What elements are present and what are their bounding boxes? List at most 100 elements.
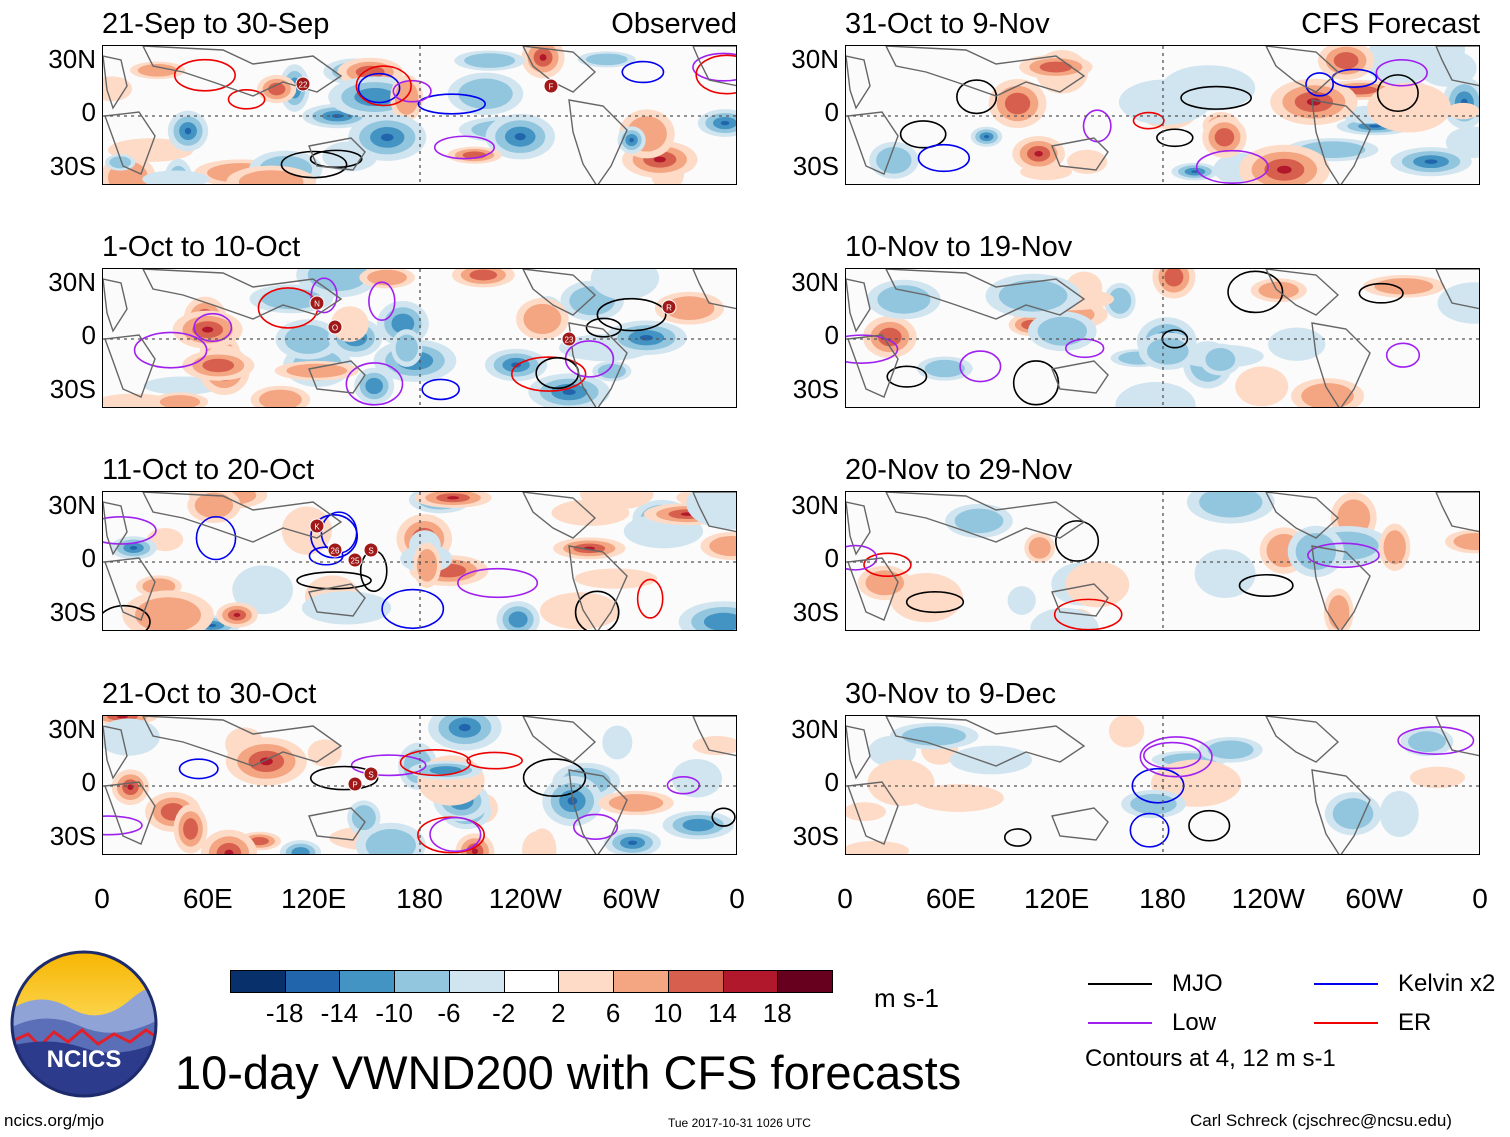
panel-title: 11-Oct to 20-Oct: [102, 454, 315, 486]
positive-anomaly: [1333, 52, 1359, 70]
contour: [309, 149, 363, 169]
negative-anomaly: [1199, 492, 1263, 518]
positive-anomaly: [249, 836, 269, 846]
positive-anomaly: [1301, 383, 1354, 407]
storm-marker: K: [309, 518, 325, 534]
positive-anomaly: [137, 64, 178, 77]
legend-swatch: [1314, 983, 1378, 985]
positive-anomaly: [1235, 366, 1289, 407]
contour: [308, 546, 344, 566]
coastline: [1311, 545, 1371, 630]
coastline: [885, 46, 1086, 97]
coastline: [847, 111, 899, 175]
negative-anomaly: [184, 127, 192, 135]
map-panel: [845, 491, 1480, 631]
contour: [585, 317, 623, 338]
storm-marker: N: [309, 295, 325, 311]
map-panel: 23 R N O: [102, 268, 737, 408]
coastline: [847, 334, 899, 398]
contour: [309, 765, 379, 791]
coastline: [142, 269, 343, 320]
contour: [1003, 828, 1032, 847]
negative-anomaly: [331, 114, 344, 118]
positive-anomaly: [522, 830, 555, 854]
contour: [195, 515, 237, 561]
contour: [296, 571, 372, 590]
coastline: [142, 492, 343, 543]
negative-anomaly: [1379, 790, 1419, 837]
y-axis-label: 30S: [792, 374, 839, 404]
coastline: [846, 278, 871, 333]
legend-label: MJO: [1172, 970, 1223, 997]
coastline: [568, 322, 628, 407]
panel-title: 10-Nov to 19-Nov: [845, 231, 1073, 263]
negative-anomaly: [301, 591, 392, 625]
negative-anomaly: [109, 156, 132, 169]
positive-anomaly: [1306, 98, 1321, 106]
negative-anomaly: [602, 725, 633, 760]
coastline: [568, 545, 628, 630]
positive-anomaly: [224, 849, 234, 854]
positive-anomaly: [103, 76, 133, 102]
contour: [421, 378, 460, 401]
x-axis-label: 120E: [280, 883, 347, 914]
coastline: [522, 46, 597, 93]
x-axis-label: 120E: [1023, 883, 1090, 914]
negative-anomaly: [1363, 46, 1435, 85]
negative-anomaly: [1194, 549, 1256, 599]
y-axis-label: 30N: [791, 490, 839, 520]
contour: [1139, 736, 1213, 778]
negative-anomaly: [1161, 65, 1256, 111]
negative-anomaly: [924, 359, 965, 378]
contour: [666, 776, 701, 795]
storm-marker: S: [363, 766, 379, 782]
x-axis-label: 60W: [602, 883, 660, 914]
y-axis-label: 0: [81, 767, 96, 797]
x-axis-label: 120W: [488, 883, 562, 914]
coastline: [568, 99, 628, 184]
y-axis-label: 0: [824, 320, 839, 350]
panel-title: 20-Nov to 29-Nov: [845, 454, 1073, 486]
storm-label: K: [314, 523, 320, 532]
negative-anomaly: [671, 759, 722, 798]
negative-anomaly: [1007, 586, 1036, 615]
positive-anomaly: [1214, 128, 1235, 147]
storm-marker: P: [347, 776, 363, 792]
positive-anomaly: [1108, 716, 1145, 748]
contour: [695, 54, 736, 95]
y-axis-label: 30S: [792, 597, 839, 627]
negative-anomaly: [1207, 740, 1254, 759]
contour: [621, 60, 665, 84]
storm-label: 22: [299, 81, 308, 90]
negative-anomaly: [365, 829, 416, 854]
negative-anomaly: [597, 363, 626, 379]
footer-link[interactable]: ncics.org/mjo: [4, 1111, 105, 1130]
positive-anomaly: [709, 536, 736, 557]
y-axis-label: 30N: [48, 44, 96, 74]
positive-anomaly: [281, 506, 332, 555]
negative-anomaly: [720, 120, 730, 126]
negative-anomaly: [639, 334, 653, 341]
logo-text: NCICS: [47, 1046, 122, 1073]
contour: [1156, 128, 1194, 148]
contour: [574, 590, 620, 630]
panel-tag: Observed: [611, 8, 737, 40]
colorbar-swatch: [230, 970, 286, 993]
contour: [711, 807, 736, 827]
positive-anomaly: [846, 840, 909, 854]
negative-anomaly: [686, 492, 736, 530]
negative-anomaly: [1424, 159, 1438, 164]
colorbar-label: 14: [708, 998, 737, 1028]
contour: [429, 816, 482, 853]
y-axis-label: 30N: [48, 490, 96, 520]
colorbar-label: 2: [551, 998, 566, 1028]
negative-anomaly: [562, 389, 576, 396]
negative-anomaly: [391, 313, 415, 334]
coastline: [1051, 137, 1109, 171]
negative-anomaly: [1295, 532, 1337, 571]
negative-anomaly: [291, 847, 310, 854]
coastline: [568, 769, 628, 854]
contour: [1132, 111, 1165, 130]
storm-label: 23: [565, 336, 574, 345]
footer-timestamp: Tue 2017-10-31 1026 UTC: [668, 1116, 811, 1130]
